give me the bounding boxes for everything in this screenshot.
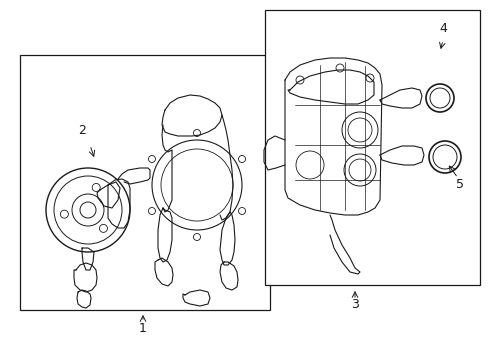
Text: 3: 3: [350, 298, 358, 311]
Text: 2: 2: [78, 123, 86, 136]
Bar: [264, 10, 479, 285]
Bar: [20, 55, 269, 310]
Text: 4: 4: [438, 22, 446, 35]
Text: 5: 5: [455, 179, 463, 192]
Text: 1: 1: [139, 321, 146, 334]
